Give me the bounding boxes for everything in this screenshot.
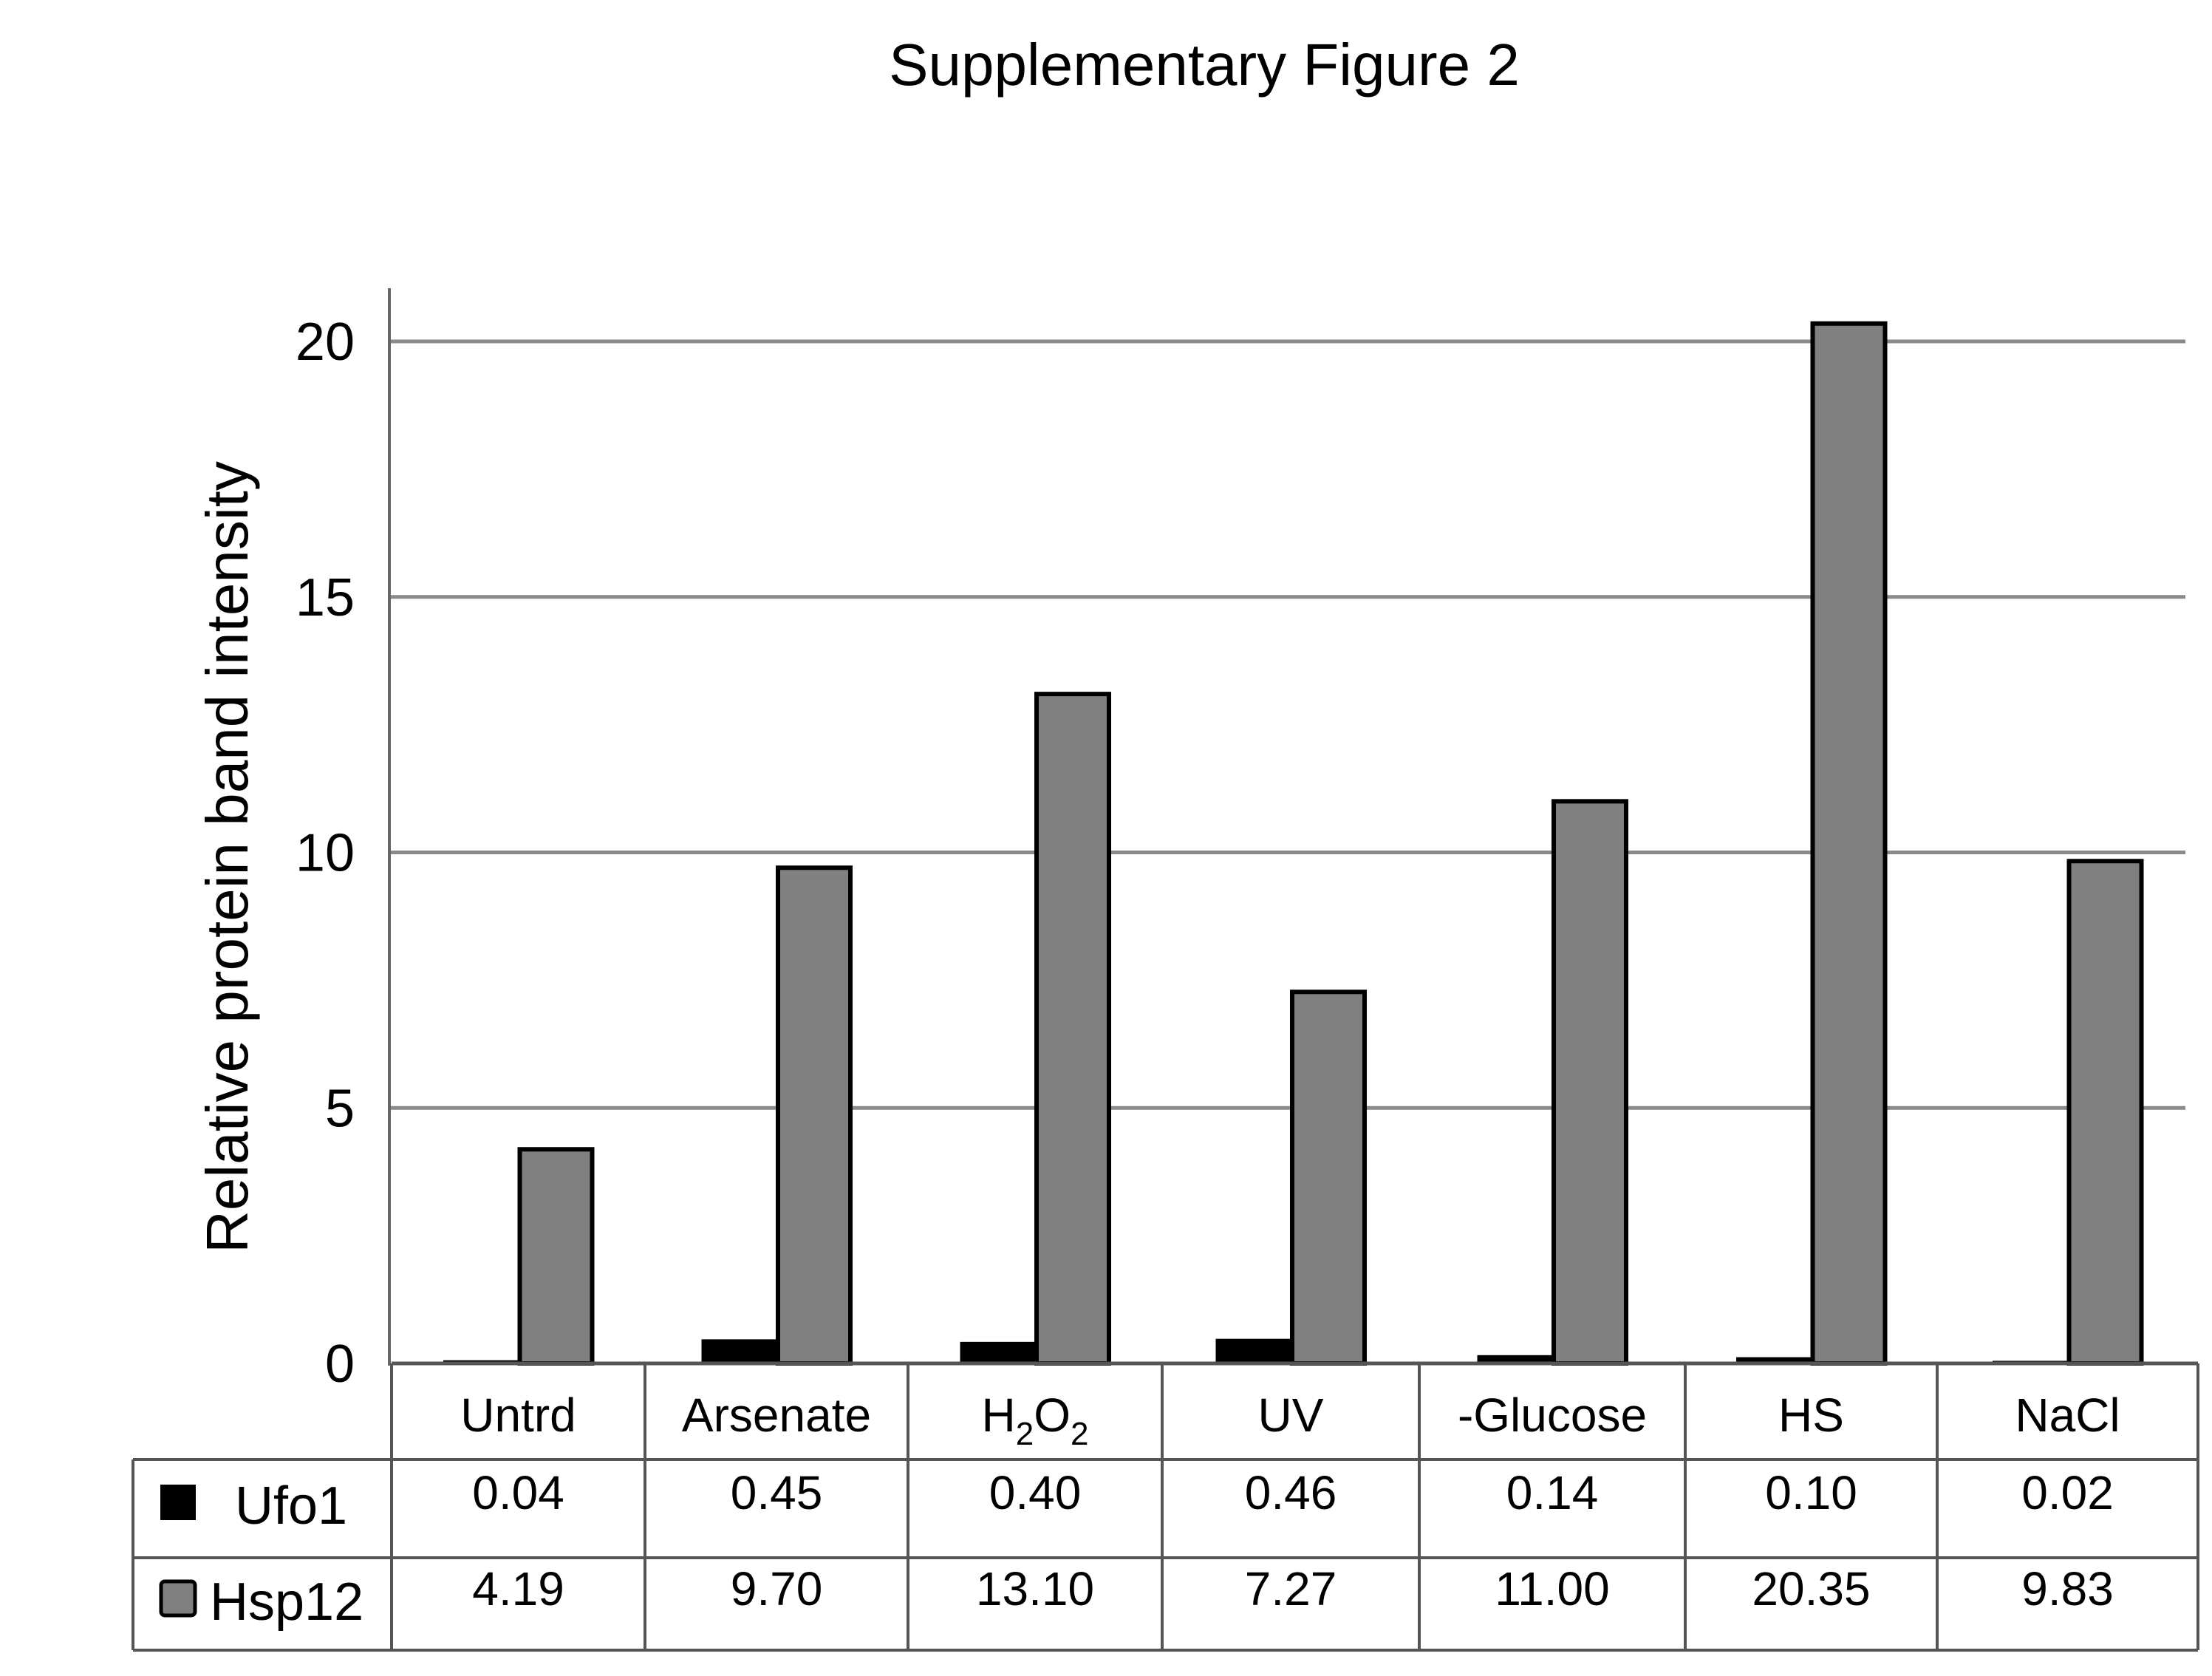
gridlines (388, 288, 2185, 1366)
category-label: NaCl (2015, 1389, 2120, 1442)
y-tick-label: 20 (296, 313, 355, 372)
bar-ufo1-1 (701, 1339, 776, 1365)
bar-ufo1-3 (1215, 1338, 1291, 1365)
legend-swatch-hsp12 (159, 1579, 197, 1618)
table-cell-hsp12: 9.83 (2021, 1562, 2114, 1615)
bars (443, 321, 2144, 1366)
category-label: UV (1258, 1389, 1324, 1442)
bar-hsp12-2 (1034, 692, 1111, 1366)
table-cell-hsp12: 4.19 (472, 1562, 564, 1615)
table-cell-hsp12: 11.00 (1495, 1562, 1609, 1615)
table-cell-ufo1: 0.14 (1506, 1466, 1599, 1519)
y-tick-label: 5 (325, 1079, 355, 1138)
bar-hsp12-3 (1290, 989, 1367, 1366)
bar-ufo1-2 (960, 1341, 1035, 1365)
category-label: HS (1778, 1389, 1844, 1442)
bar-hsp12-6 (2066, 859, 2144, 1366)
y-tick-label: 10 (296, 824, 355, 883)
y-tick-label: 15 (296, 568, 355, 627)
category-label: Arsenate (682, 1389, 871, 1442)
table-cell-ufo1: 0.04 (472, 1466, 564, 1519)
category-label: H2O2 (982, 1389, 1089, 1452)
y-tick-label: 0 (325, 1335, 355, 1394)
table-cell-hsp12: 20.35 (1752, 1562, 1870, 1615)
category-label: Untrd (460, 1389, 576, 1442)
table-cell-ufo1: 0.46 (1245, 1466, 1337, 1519)
y-axis-ticks: 0 5 10 15 20 (296, 313, 355, 1394)
category-label: -Glucose (1458, 1389, 1647, 1442)
table-cell-ufo1: 0.45 (731, 1466, 823, 1519)
data-table: Untrd Arsenate H2O2 UV -Glucose HS NaCl Ufo1 0.0… (132, 1361, 2199, 1652)
table-cell-hsp12: 7.27 (1245, 1562, 1337, 1615)
table-cell-ufo1: 0.40 (989, 1466, 1082, 1519)
legend-label-ufo1: Ufo1 (235, 1476, 347, 1536)
bar-hsp12-4 (1552, 799, 1628, 1366)
table-cell-hsp12: 9.70 (731, 1562, 823, 1615)
chart-title: Supplementary Figure 2 (889, 32, 1520, 98)
bar-hsp12-0 (517, 1147, 595, 1366)
table-cell-ufo1: 0.10 (1765, 1466, 1857, 1519)
legend-label-hsp12: Hsp12 (210, 1573, 363, 1632)
table-cell-hsp12: 13.10 (976, 1562, 1094, 1615)
legend-swatch-ufo1 (160, 1485, 196, 1520)
y-axis-label: Relative protein band intensity (194, 461, 260, 1253)
bar-hsp12-1 (776, 865, 853, 1366)
table-cell-ufo1: 0.02 (2021, 1466, 2114, 1519)
bar-hsp12-5 (1810, 321, 1888, 1366)
